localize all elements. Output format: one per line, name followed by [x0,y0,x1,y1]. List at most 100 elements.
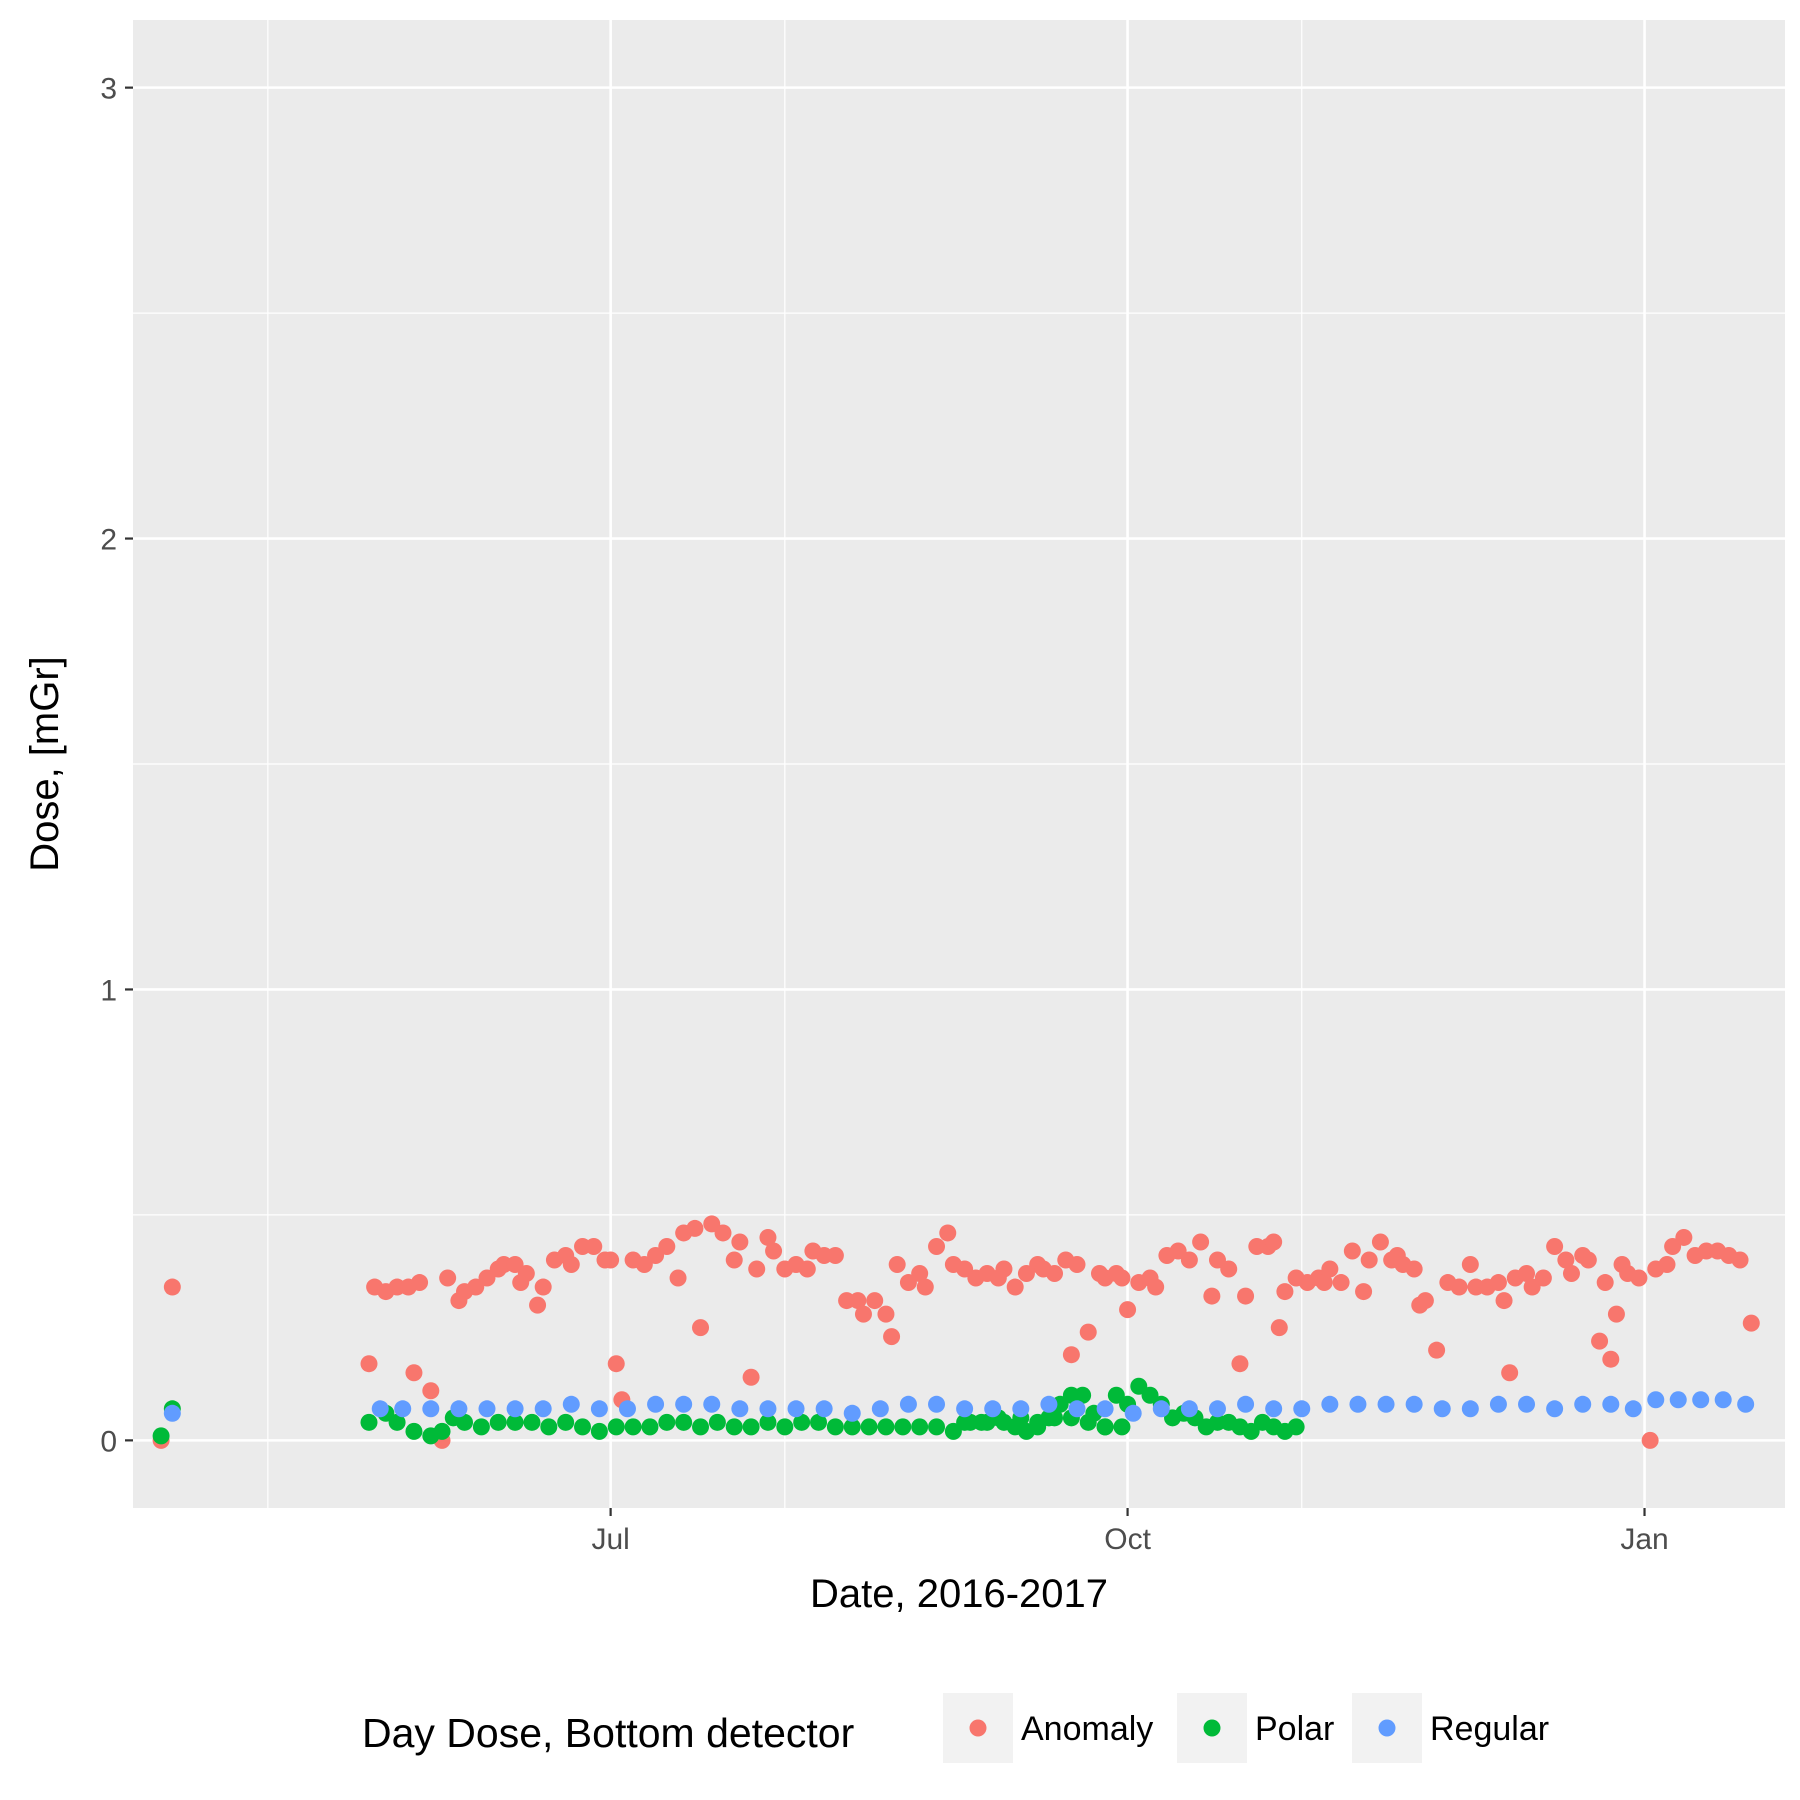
data-point [1096,1400,1114,1418]
data-point [433,1422,451,1440]
data-point [405,1422,423,1440]
data-point [692,1319,710,1337]
data-point [394,1400,412,1418]
data-point [1546,1237,1564,1255]
data-point [152,1427,170,1445]
data-point [776,1418,794,1436]
x-tick-label: Jul [591,1523,629,1556]
data-point [624,1418,642,1436]
data-point [1355,1283,1373,1301]
data-point [1237,1395,1255,1413]
data-point [562,1395,580,1413]
data-point [843,1418,861,1436]
y-tick-label: 1 [100,974,117,1007]
data-point [866,1292,884,1310]
data-point [1562,1265,1580,1283]
series-regular [163,1391,1755,1422]
data-point [1737,1395,1755,1413]
data-point [1343,1242,1361,1260]
y-tick-label: 0 [100,1425,117,1458]
data-point [703,1395,721,1413]
data-point [916,1278,934,1296]
data-point [860,1418,878,1436]
data-point [540,1418,558,1436]
data-point [506,1413,524,1431]
legend-title: Day Dose, Bottom detector [362,1710,854,1756]
data-point [371,1400,389,1418]
data-point [1579,1251,1597,1269]
data-point [523,1413,541,1431]
data-point [1731,1251,1749,1269]
data-point [759,1413,777,1431]
data-point [939,1224,957,1242]
data-point [1180,1400,1198,1418]
data-point [1489,1274,1507,1292]
data-point [725,1251,743,1269]
data-point [590,1422,608,1440]
data-point [1119,1301,1137,1319]
data-point [529,1296,547,1314]
data-point [1079,1323,1097,1341]
data-point [725,1418,743,1436]
data-point [899,1395,917,1413]
data-point [590,1400,608,1418]
data-point [1669,1391,1687,1409]
data-point [692,1418,710,1436]
data-point [478,1400,496,1418]
data-point [1557,1251,1575,1269]
data-point [1293,1400,1311,1418]
data-point [557,1413,575,1431]
data-point [956,1400,974,1418]
data-point [1062,1346,1080,1364]
data-point [1692,1391,1710,1409]
data-point [1040,1409,1058,1427]
data-point [360,1355,378,1373]
data-point [1377,1395,1395,1413]
data-point [793,1413,811,1431]
x-axis-title: Date, 2016-2017 [810,1572,1108,1616]
data-point [1501,1364,1519,1382]
data-point [759,1228,777,1246]
data-point [1040,1395,1058,1413]
data-point [1287,1418,1305,1436]
data-point [1607,1305,1625,1323]
data-point [1495,1292,1513,1310]
y-tick-label: 2 [100,524,117,557]
data-point [439,1269,457,1287]
data-point [675,1395,693,1413]
data-point [1461,1400,1479,1418]
data-point [1265,1400,1283,1418]
data-point [1602,1395,1620,1413]
legend-key-point [1378,1719,1396,1737]
data-point [928,1395,946,1413]
data-point [1068,1256,1086,1274]
data-point [669,1269,687,1287]
data-point [810,1413,828,1431]
data-point [1360,1251,1378,1269]
data-point [1113,1418,1131,1436]
data-point [360,1413,378,1431]
data-point [826,1418,844,1436]
data-point [1518,1395,1536,1413]
data-point [574,1418,592,1436]
data-point [928,1237,946,1255]
data-point [798,1260,816,1278]
data-point [1124,1404,1142,1422]
data-point [1321,1260,1339,1278]
data-point [534,1278,552,1296]
data-point [411,1274,429,1292]
data-point [731,1233,749,1251]
data-point [849,1292,867,1310]
data-point [1591,1332,1609,1350]
data-point [534,1400,552,1418]
data-point [1405,1260,1423,1278]
data-point [911,1265,929,1283]
data-point [972,1413,990,1431]
data-point [1461,1256,1479,1274]
y-tick-label: 3 [100,73,117,106]
data-point [1546,1400,1564,1418]
data-point [826,1246,844,1264]
data-point [731,1400,749,1418]
data-point [456,1413,474,1431]
